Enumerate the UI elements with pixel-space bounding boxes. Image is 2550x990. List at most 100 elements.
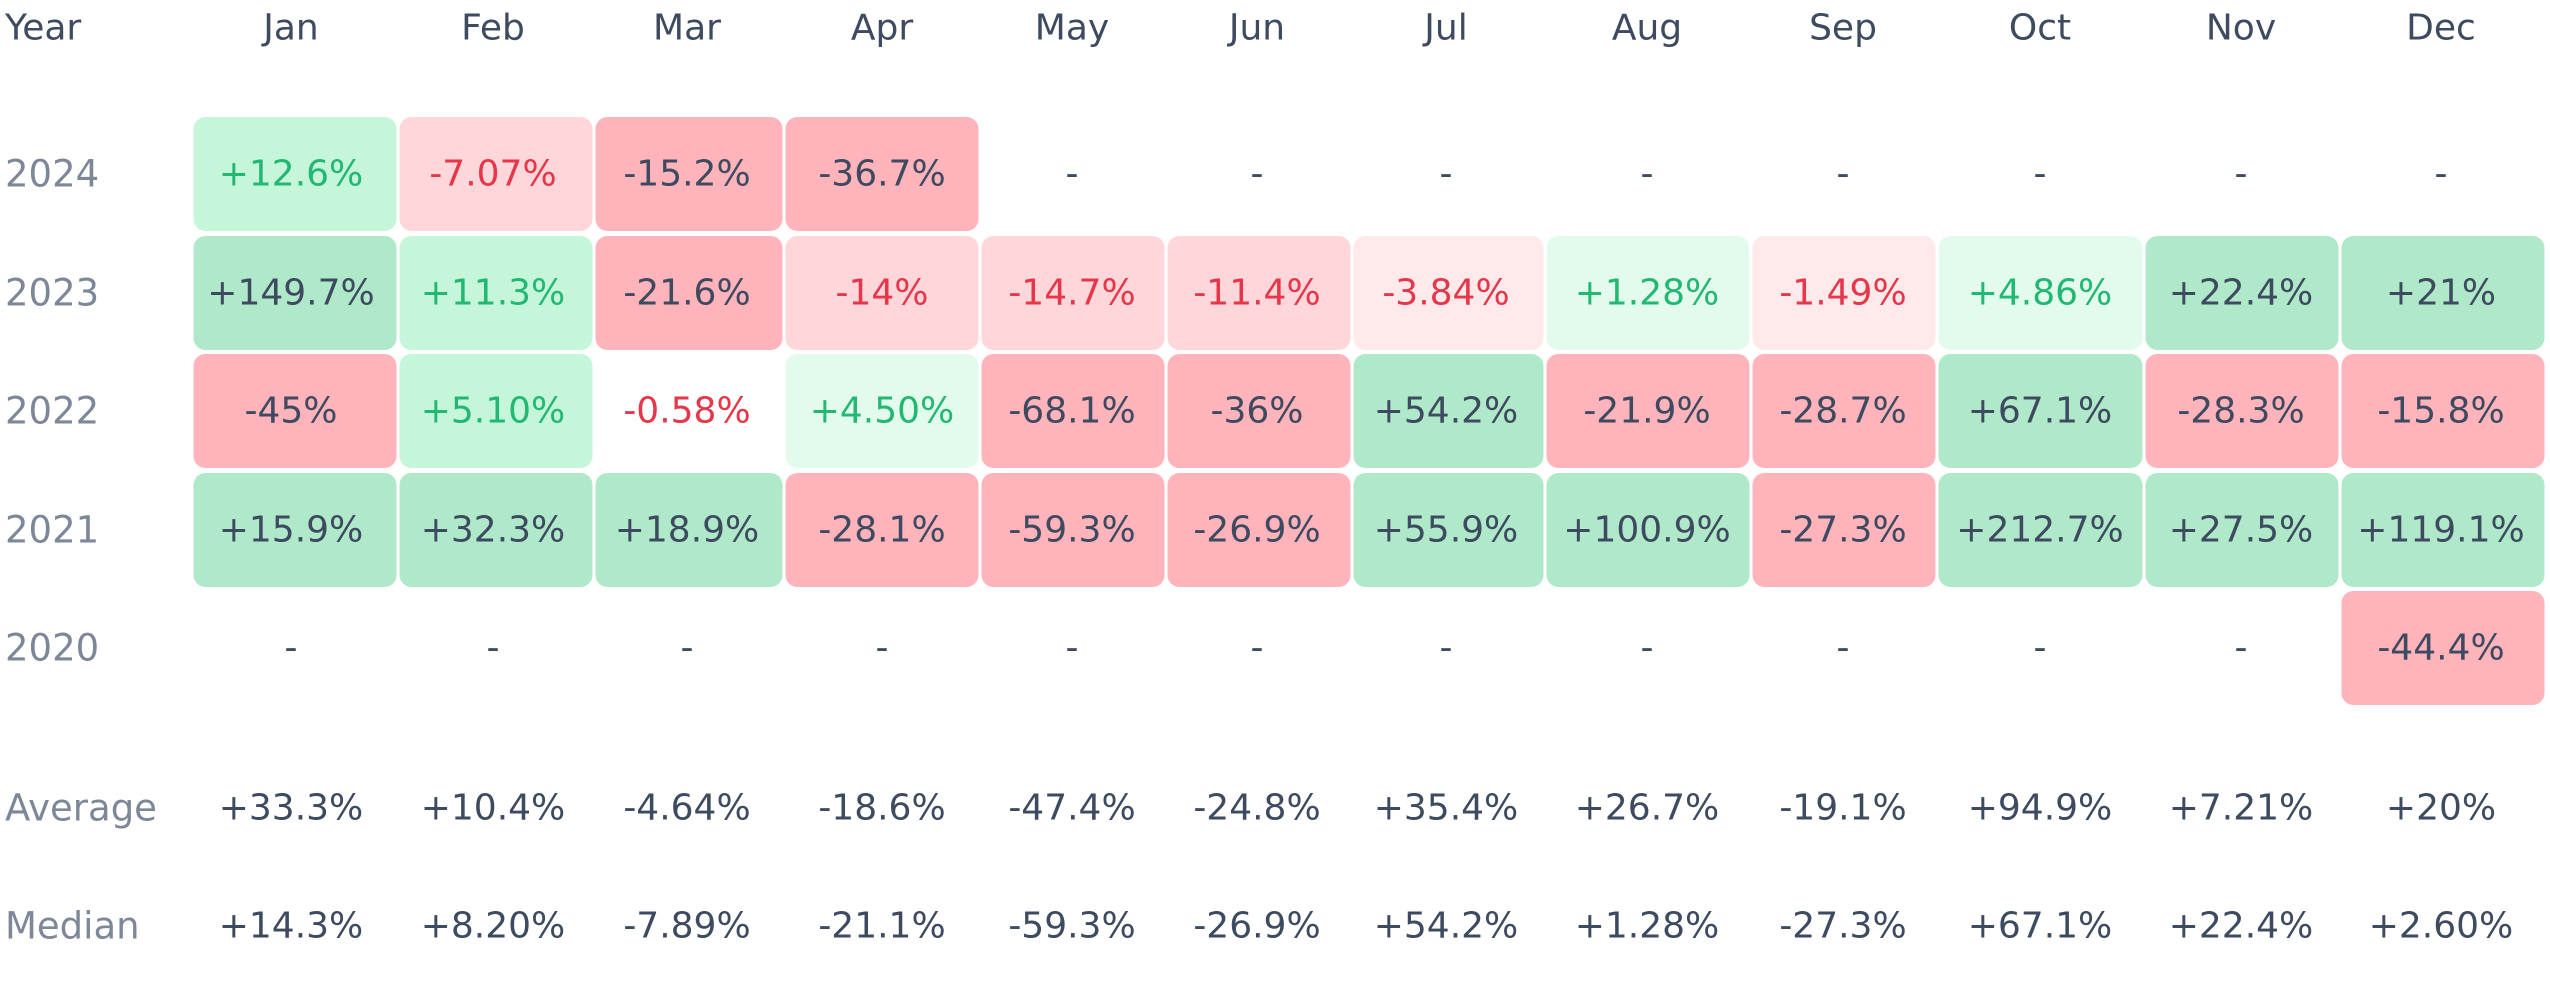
heatmap-value-2023-sep: -1.49% bbox=[1779, 273, 1906, 314]
heatmap-value-2021-jun: -26.9% bbox=[1193, 510, 1320, 551]
summary-value-median-jun: -26.9% bbox=[1193, 906, 1320, 947]
summary-value-average-sep: -19.1% bbox=[1779, 788, 1906, 829]
summary-value-average-dec: +20% bbox=[2386, 788, 2496, 829]
heatmap-value-2020-apr: - bbox=[876, 628, 889, 669]
summary-value-median-aug: +1.28% bbox=[1575, 906, 1720, 947]
heatmap-value-2021-nov: +27.5% bbox=[2169, 510, 2314, 551]
summary-value-median-sep: -27.3% bbox=[1779, 906, 1906, 947]
summary-label-average: Average bbox=[5, 787, 157, 830]
heatmap-value-2021-sep: -27.3% bbox=[1779, 510, 1906, 551]
heatmap-value-2022-aug: -21.9% bbox=[1583, 391, 1710, 432]
heatmap-value-2022-mar: -0.58% bbox=[623, 391, 750, 432]
heatmap-value-2020-may: - bbox=[1066, 628, 1079, 669]
heatmap-value-2024-jul: - bbox=[1440, 154, 1453, 195]
heatmap-value-2023-jul: -3.84% bbox=[1382, 273, 1509, 314]
heatmap-value-2022-apr: +4.50% bbox=[810, 391, 955, 432]
heatmap-cell-2023-feb bbox=[399, 236, 593, 350]
summary-value-median-feb: +8.20% bbox=[421, 906, 566, 947]
heatmap-value-2020-aug: - bbox=[1641, 628, 1654, 669]
heatmap-value-2021-may: -59.3% bbox=[1008, 510, 1135, 551]
heatmap-value-2021-jul: +55.9% bbox=[1374, 510, 1519, 551]
heatmap-value-2021-feb: +32.3% bbox=[421, 510, 566, 551]
heatmap-value-2023-jun: -11.4% bbox=[1193, 273, 1320, 314]
heatmap-value-2021-oct: +212.7% bbox=[1956, 510, 2123, 551]
month-header-jul: Jul bbox=[1422, 8, 1467, 49]
heatmap-cell-2023-dec bbox=[2341, 236, 2545, 350]
heatmap-cell-2022-jul bbox=[1353, 354, 1544, 468]
summary-value-average-oct: +94.9% bbox=[1968, 788, 2113, 829]
summary-value-average-mar: -4.64% bbox=[623, 788, 750, 829]
heatmap-value-2023-mar: -21.6% bbox=[623, 273, 750, 314]
summary-value-median-jul: +54.2% bbox=[1374, 906, 1519, 947]
heatmap-value-2020-jul: - bbox=[1440, 628, 1453, 669]
heatmap-cell-2020-dec bbox=[2341, 591, 2545, 705]
heatmap-value-2020-jan: - bbox=[285, 628, 298, 669]
heatmap-value-2022-oct: +67.1% bbox=[1968, 391, 2113, 432]
heatmap-value-2024-mar: -15.2% bbox=[623, 154, 750, 195]
heatmap-cell-2023-jun bbox=[1167, 236, 1351, 350]
heatmap-value-2024-aug: - bbox=[1641, 154, 1654, 195]
heatmap-value-2022-feb: +5.10% bbox=[421, 391, 566, 432]
heatmap-cell-2023-apr bbox=[785, 236, 979, 350]
heatmap-cell-2023-may bbox=[981, 236, 1165, 350]
heatmap-value-2023-dec: +21% bbox=[2386, 273, 2496, 314]
heatmap-value-2020-nov: - bbox=[2235, 628, 2248, 669]
summary-value-average-nov: +7.21% bbox=[2169, 788, 2314, 829]
month-header-aug: Aug bbox=[1612, 8, 1682, 49]
heatmap-cell-2021-sep bbox=[1752, 473, 1936, 587]
heatmap-cell-2021-may bbox=[981, 473, 1165, 587]
heatmap-cell-2021-oct bbox=[1938, 473, 2143, 587]
heatmap-cell-2022-apr bbox=[785, 354, 979, 468]
month-header-oct: Oct bbox=[2009, 8, 2071, 49]
heatmap-value-2021-apr: -28.1% bbox=[818, 510, 945, 551]
heatmap-cell-2022-aug bbox=[1546, 354, 1750, 468]
year-label-2021: 2021 bbox=[5, 509, 99, 552]
heatmap-value-2023-feb: +11.3% bbox=[421, 273, 566, 314]
heatmap-value-2023-nov: +22.4% bbox=[2169, 273, 2314, 314]
year-label-2024: 2024 bbox=[5, 153, 99, 196]
heatmap-value-2024-oct: - bbox=[2034, 154, 2047, 195]
heatmap-cell-2021-nov bbox=[2145, 473, 2339, 587]
heatmap-cell-2021-mar bbox=[595, 473, 783, 587]
summary-value-median-may: -59.3% bbox=[1008, 906, 1135, 947]
heatmap-value-2022-jun: -36% bbox=[1210, 391, 1303, 432]
heatmap-value-2021-mar: +18.9% bbox=[615, 510, 760, 551]
summary-label-median: Median bbox=[5, 905, 140, 948]
summary-value-median-apr: -21.1% bbox=[818, 906, 945, 947]
heatmap-cell-2023-aug bbox=[1546, 236, 1750, 350]
heatmap-cell-2022-nov bbox=[2145, 354, 2339, 468]
heatmap-cell-2023-jan bbox=[193, 236, 397, 350]
heatmap-cell-2024-jan bbox=[193, 117, 397, 231]
heatmap-cell-2021-jul bbox=[1353, 473, 1544, 587]
heatmap-value-2021-dec: +119.1% bbox=[2357, 510, 2524, 551]
heatmap-value-2024-dec: - bbox=[2435, 154, 2448, 195]
month-header-sep: Sep bbox=[1809, 8, 1877, 49]
heatmap-cell-2021-jan bbox=[193, 473, 397, 587]
corner-label-year: Year bbox=[4, 8, 81, 49]
month-header-mar: Mar bbox=[653, 8, 721, 49]
heatmap-value-2024-nov: - bbox=[2235, 154, 2248, 195]
summary-value-average-apr: -18.6% bbox=[818, 788, 945, 829]
heatmap-cell-2021-feb bbox=[399, 473, 593, 587]
heatmap-value-2021-aug: +100.9% bbox=[1563, 510, 1730, 551]
summary-value-average-jul: +35.4% bbox=[1374, 788, 1519, 829]
heatmap-cell-2023-oct bbox=[1938, 236, 2143, 350]
heatmap-cell-2024-mar bbox=[595, 117, 783, 231]
heatmap-value-2024-may: - bbox=[1066, 154, 1079, 195]
heatmap-value-2024-apr: -36.7% bbox=[818, 154, 945, 195]
month-header-jan: Jan bbox=[261, 8, 319, 49]
heatmap-cell-2023-mar bbox=[595, 236, 783, 350]
heatmap-value-2024-jan: +12.6% bbox=[219, 154, 364, 195]
heatmap-cell-2023-sep bbox=[1752, 236, 1936, 350]
heatmap-value-2023-aug: +1.28% bbox=[1575, 273, 1720, 314]
heatmap-value-2020-jun: - bbox=[1251, 628, 1264, 669]
heatmap-cell-2022-dec bbox=[2341, 354, 2545, 468]
heatmap-value-2020-oct: - bbox=[2034, 628, 2047, 669]
month-header-may: May bbox=[1035, 8, 1109, 49]
heatmap-cell-2023-jul bbox=[1353, 236, 1544, 350]
month-header-jun: Jun bbox=[1227, 8, 1285, 49]
heatmap-value-2024-sep: - bbox=[1837, 154, 1850, 195]
heatmap-value-2022-jan: -45% bbox=[244, 391, 337, 432]
heatmap-value-2021-jan: +15.9% bbox=[219, 510, 364, 551]
